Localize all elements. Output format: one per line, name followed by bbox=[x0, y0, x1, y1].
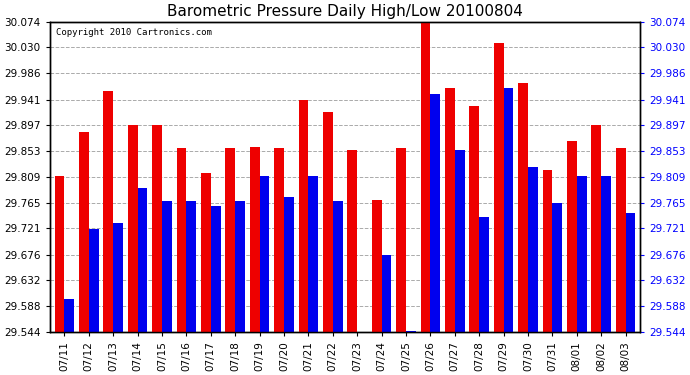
Bar bbox=[104, 92, 113, 332]
Bar bbox=[480, 217, 489, 332]
Bar bbox=[431, 94, 440, 332]
Bar bbox=[577, 176, 586, 332]
Bar bbox=[504, 88, 513, 332]
Bar bbox=[567, 141, 577, 332]
Bar bbox=[494, 43, 504, 332]
Bar bbox=[445, 88, 455, 332]
Bar bbox=[274, 148, 284, 332]
Bar bbox=[601, 176, 611, 332]
Bar bbox=[89, 229, 99, 332]
Bar bbox=[299, 100, 308, 332]
Bar bbox=[333, 201, 342, 332]
Bar bbox=[177, 148, 186, 332]
Bar bbox=[235, 201, 245, 332]
Text: Copyright 2010 Cartronics.com: Copyright 2010 Cartronics.com bbox=[56, 28, 211, 37]
Bar bbox=[616, 148, 626, 332]
Bar bbox=[455, 150, 464, 332]
Title: Barometric Pressure Daily High/Low 20100804: Barometric Pressure Daily High/Low 20100… bbox=[167, 4, 523, 19]
Bar bbox=[137, 188, 148, 332]
Bar bbox=[591, 125, 601, 332]
Bar bbox=[396, 148, 406, 332]
Bar bbox=[64, 299, 74, 332]
Bar bbox=[626, 213, 635, 332]
Bar bbox=[210, 206, 221, 332]
Bar bbox=[201, 173, 210, 332]
Bar bbox=[553, 202, 562, 332]
Bar bbox=[469, 106, 480, 332]
Bar bbox=[372, 200, 382, 332]
Bar bbox=[382, 255, 391, 332]
Bar bbox=[152, 125, 162, 332]
Bar bbox=[528, 168, 538, 332]
Bar bbox=[250, 147, 259, 332]
Bar bbox=[348, 150, 357, 332]
Bar bbox=[284, 197, 294, 332]
Bar bbox=[542, 170, 553, 332]
Bar bbox=[162, 201, 172, 332]
Bar bbox=[186, 201, 196, 332]
Bar bbox=[128, 125, 137, 332]
Bar bbox=[259, 176, 269, 332]
Bar bbox=[226, 148, 235, 332]
Bar bbox=[421, 22, 431, 332]
Bar bbox=[518, 82, 528, 332]
Bar bbox=[79, 132, 89, 332]
Bar bbox=[55, 176, 64, 332]
Bar bbox=[357, 332, 367, 338]
Bar bbox=[308, 176, 318, 332]
Bar bbox=[323, 112, 333, 332]
Bar bbox=[113, 223, 123, 332]
